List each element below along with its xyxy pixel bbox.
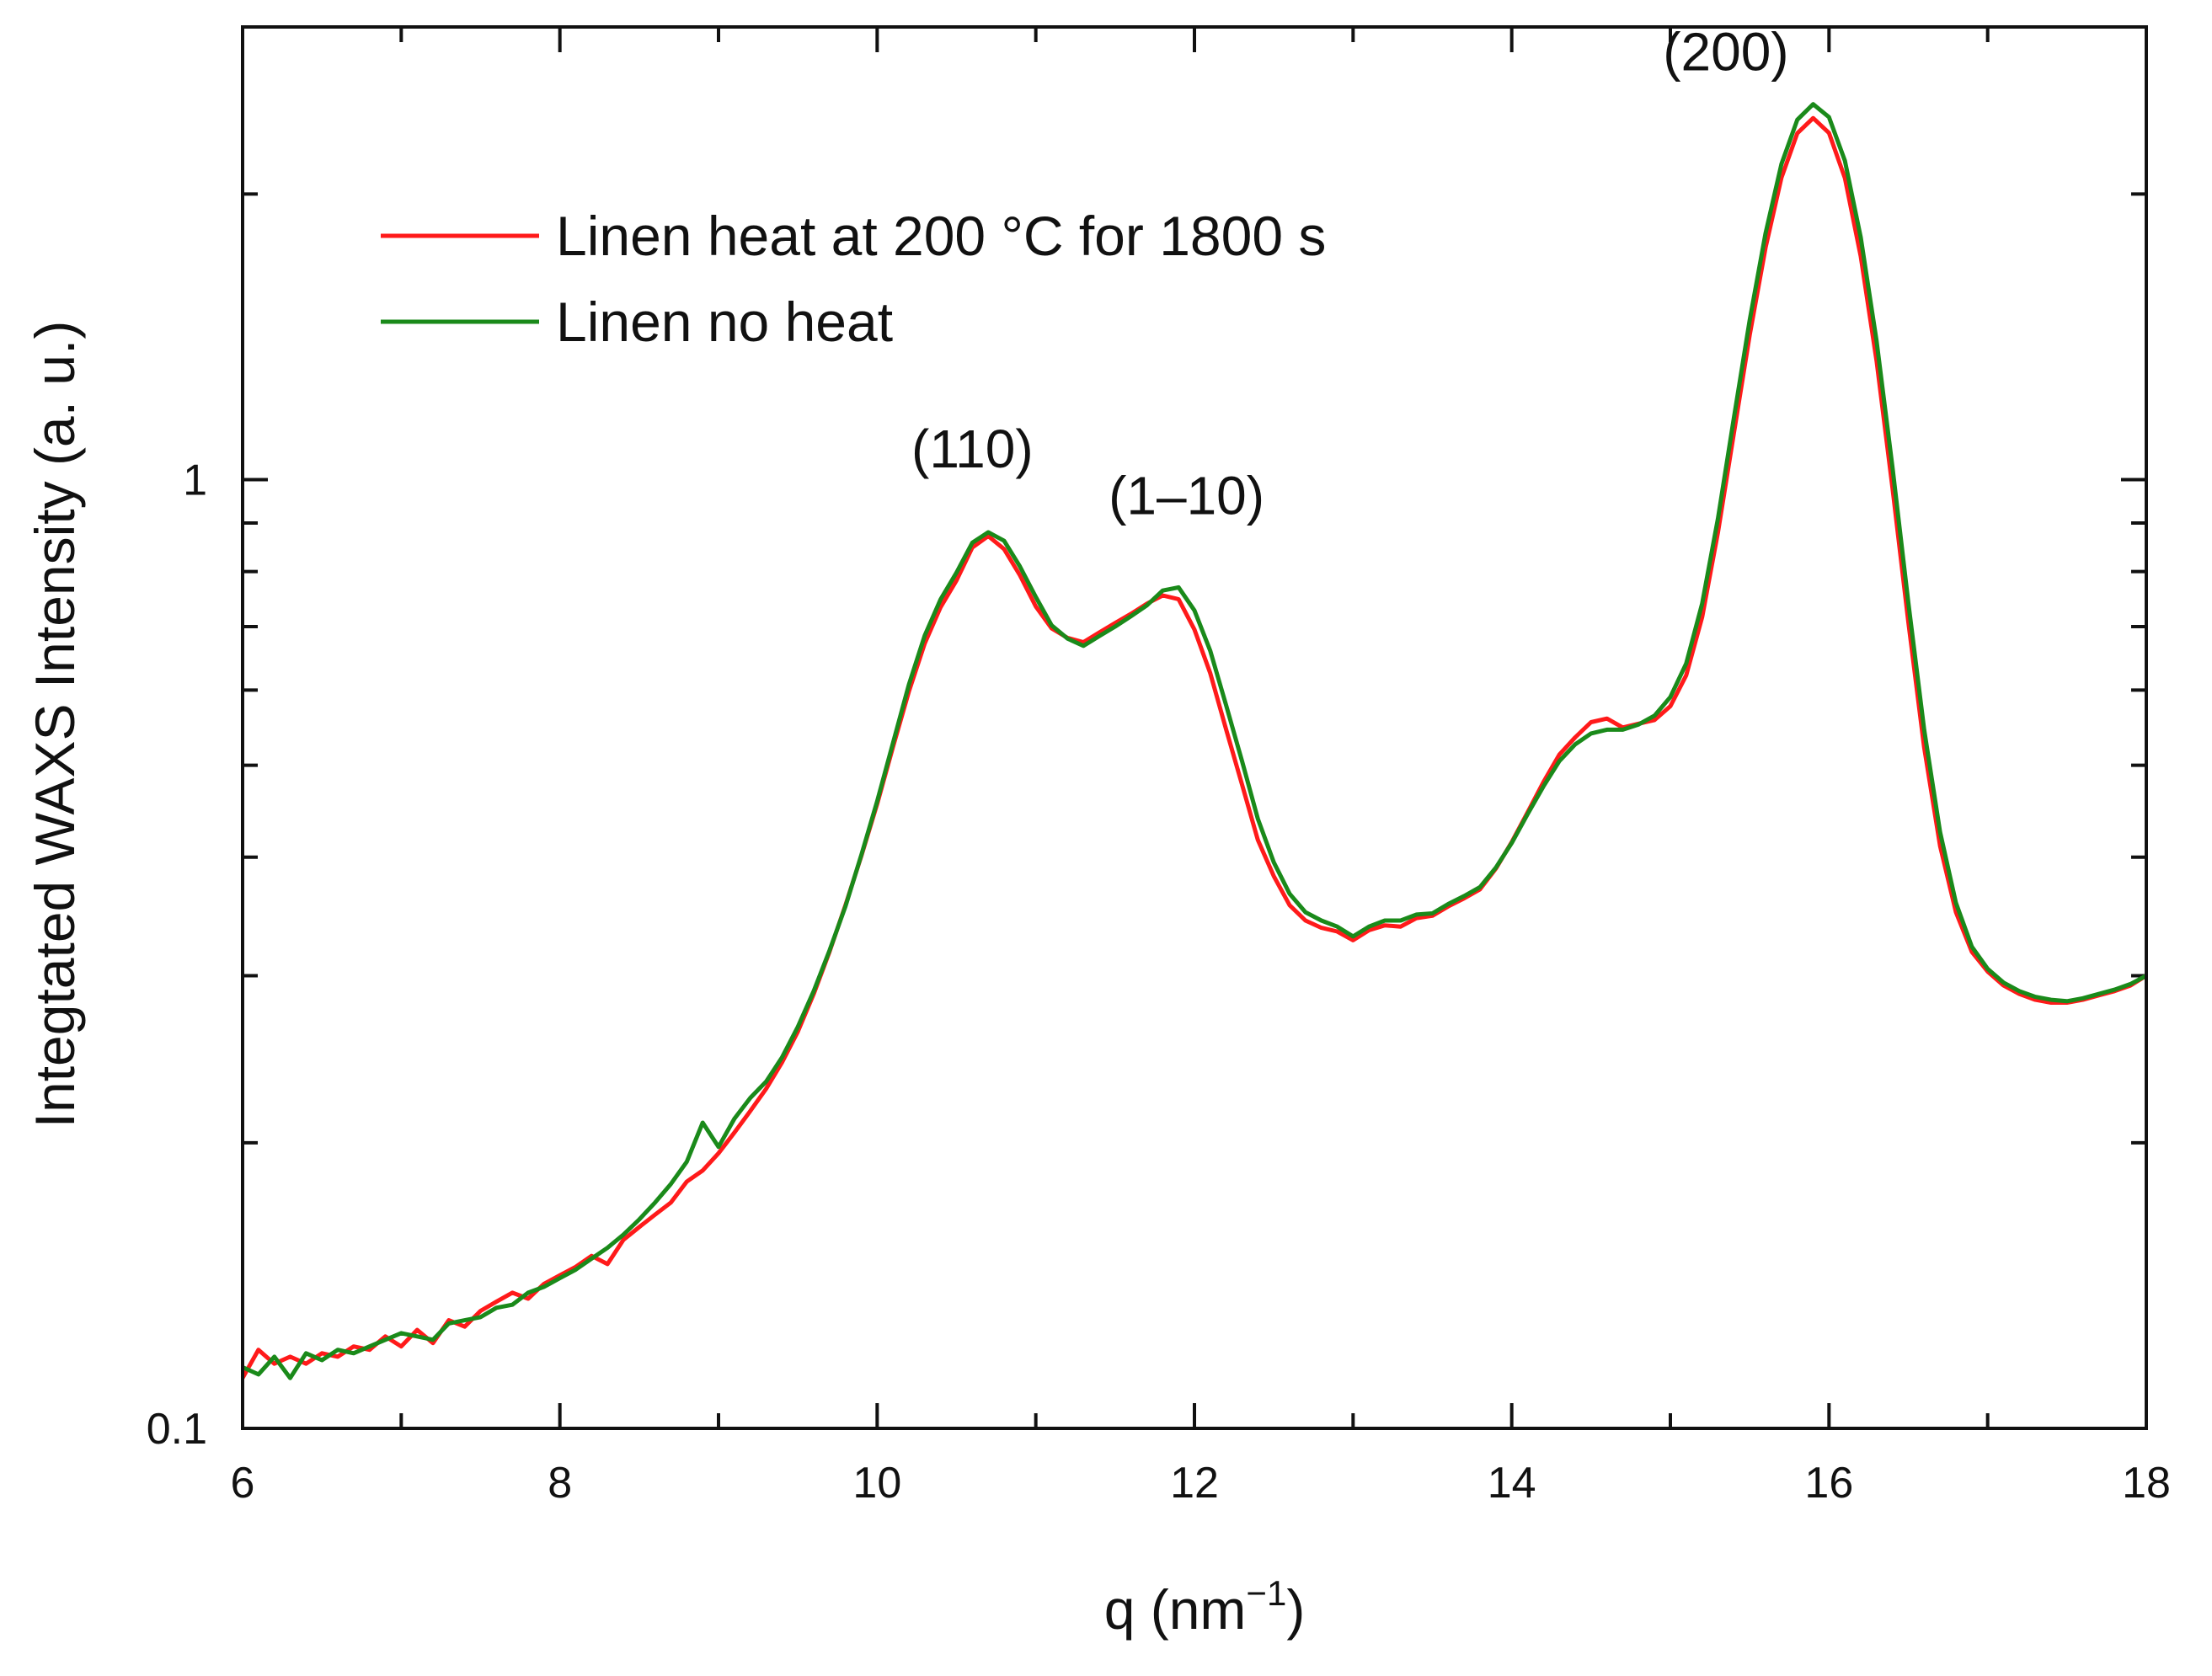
x-axis-title: q (nm−1)	[1104, 1573, 1306, 1641]
legend: Linen heat at 200 °C for 1800 s Linen no…	[381, 205, 1326, 353]
x-tick-labels: 6 8 10 12 14 16 18	[231, 1459, 2171, 1508]
x-tick-label: 14	[1488, 1459, 1536, 1508]
x-tick-label: 16	[1804, 1459, 1853, 1508]
plot-frame	[241, 25, 2148, 1430]
peak-label-110: (110)	[911, 419, 1034, 479]
x-axis-title-superscript: −1	[1246, 1573, 1286, 1613]
x-tick-label: 8	[548, 1459, 572, 1508]
series-line-no-heat	[241, 102, 2148, 1380]
peak-label-1-10: (1–10)	[1109, 465, 1264, 526]
y-tick-label: 0.1	[147, 1405, 207, 1454]
x-tick-label: 10	[852, 1459, 901, 1508]
x-tick-label: 18	[2122, 1459, 2171, 1508]
legend-label-no-heat: Linen no heat	[556, 291, 893, 353]
x-tick-label: 6	[231, 1459, 255, 1508]
x-axis-title-end: )	[1286, 1578, 1305, 1641]
series-line-heat	[240, 115, 2148, 1380]
y-axis-title: Integtated WAXS Intensity (a. u.)	[24, 321, 86, 1129]
series-layer	[240, 102, 2148, 1380]
legend-label-heat: Linen heat at 200 °C for 1800 s	[556, 205, 1326, 267]
peak-annotations: (110) (1–10) (200)	[911, 22, 1789, 526]
y-tick-label: 1	[183, 456, 207, 504]
x-tick-label: 12	[1170, 1459, 1219, 1508]
y-tick-labels: 0.1 1	[147, 456, 207, 1454]
peak-label-200: (200)	[1663, 22, 1788, 83]
x-axis-title-main: q (nm	[1104, 1578, 1247, 1641]
